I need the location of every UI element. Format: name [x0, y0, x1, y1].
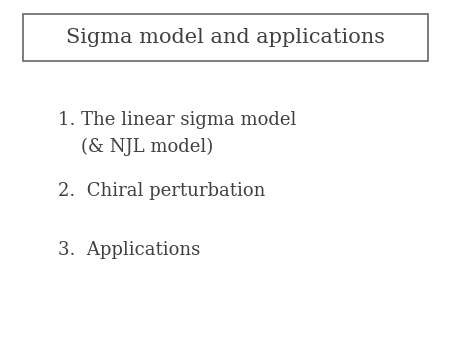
- Text: Sigma model and applications: Sigma model and applications: [66, 28, 384, 47]
- FancyBboxPatch shape: [22, 14, 427, 61]
- Text: 1. The linear sigma model: 1. The linear sigma model: [58, 111, 297, 129]
- Text: 3.  Applications: 3. Applications: [58, 241, 201, 259]
- Text: 2.  Chiral perturbation: 2. Chiral perturbation: [58, 182, 266, 200]
- Text: (& NJL model): (& NJL model): [58, 138, 214, 156]
